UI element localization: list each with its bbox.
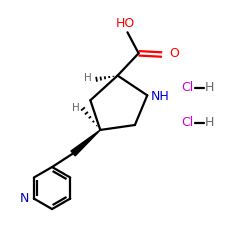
Polygon shape bbox=[71, 130, 100, 156]
Text: Cl: Cl bbox=[182, 82, 194, 94]
Text: NH: NH bbox=[151, 90, 170, 103]
Text: H: H bbox=[204, 82, 214, 94]
Text: H: H bbox=[72, 103, 80, 113]
Text: Cl: Cl bbox=[182, 116, 194, 129]
Text: O: O bbox=[169, 47, 179, 60]
Text: N: N bbox=[20, 192, 30, 205]
Text: H: H bbox=[84, 73, 92, 83]
Text: H: H bbox=[204, 116, 214, 129]
Text: HO: HO bbox=[116, 17, 134, 30]
